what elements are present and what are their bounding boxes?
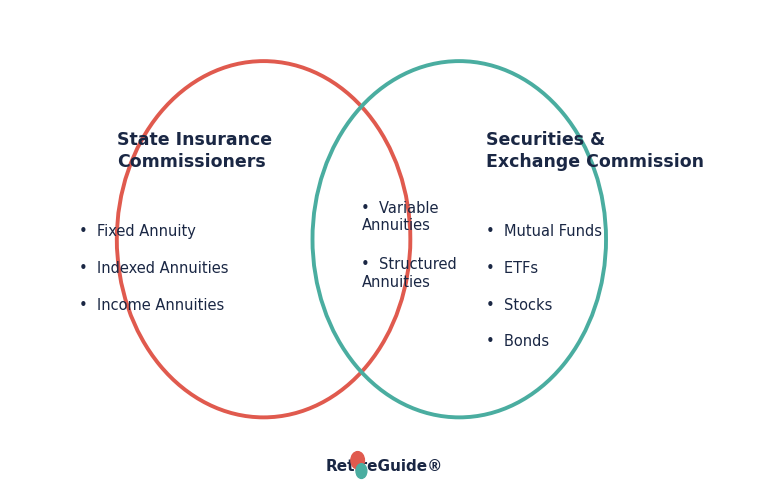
Text: Securities &
Exchange Commission: Securities & Exchange Commission xyxy=(485,131,703,171)
Text: •  Variable
Annuities: • Variable Annuities xyxy=(362,201,439,234)
Text: •  ETFs: • ETFs xyxy=(485,261,538,276)
Text: •  Structured
Annuities: • Structured Annuities xyxy=(362,257,457,290)
Text: •  Mutual Funds: • Mutual Funds xyxy=(485,225,601,240)
Text: State Insurance
Commissioners: State Insurance Commissioners xyxy=(117,131,272,171)
Ellipse shape xyxy=(351,452,365,469)
Text: RetireGuide®: RetireGuide® xyxy=(326,459,442,474)
Text: •  Indexed Annuities: • Indexed Annuities xyxy=(79,261,229,276)
Text: •  Income Annuities: • Income Annuities xyxy=(79,298,224,313)
Ellipse shape xyxy=(356,464,367,479)
Text: •  Stocks: • Stocks xyxy=(485,298,552,313)
Text: •  Fixed Annuity: • Fixed Annuity xyxy=(79,225,196,240)
Text: •  Bonds: • Bonds xyxy=(485,334,548,349)
